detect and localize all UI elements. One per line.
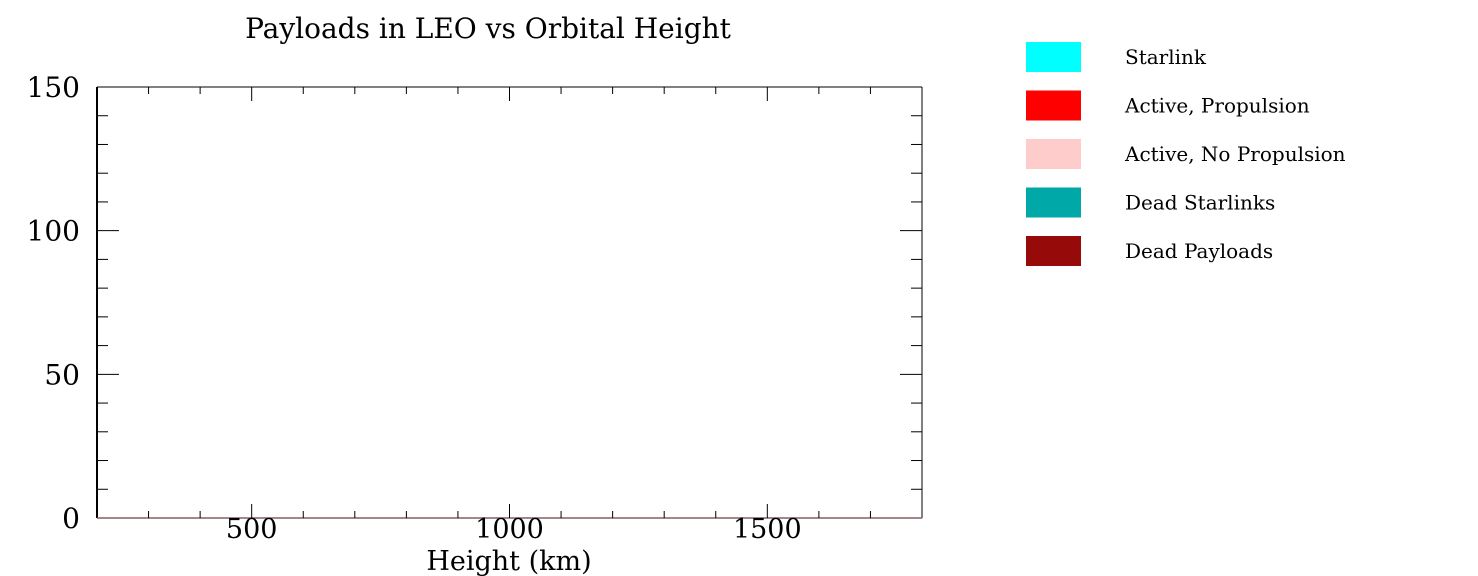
- legend-label: Dead Payloads: [1125, 239, 1273, 263]
- legend-swatch: [1026, 139, 1081, 169]
- legend-swatch: [1026, 42, 1081, 72]
- legend-swatch: [1026, 236, 1081, 266]
- legend-swatch: [1026, 187, 1081, 218]
- y-tick-label: 100: [27, 215, 80, 248]
- x-tick-label: 1500: [733, 514, 802, 545]
- axes: [96, 86, 923, 519]
- chart-title: Payloads in LEO vs Orbital Height: [245, 12, 732, 45]
- x-axis-label: Height (km): [426, 546, 591, 576]
- y-tick-label: 50: [44, 358, 80, 391]
- legend-swatch: [1026, 90, 1081, 121]
- y-tick-label: 0: [62, 502, 80, 535]
- x-tick-label: 500: [226, 514, 278, 545]
- legend: Starlink Active, Propulsion Active, No Pro…: [1026, 42, 1346, 266]
- legend-label: Active, Propulsion: [1124, 94, 1310, 118]
- x-axis-ticks: 500 1000 1500: [148, 87, 871, 545]
- y-axis-ticks: 0 50 100 150: [27, 71, 922, 535]
- y-tick-label: 150: [27, 71, 80, 104]
- legend-label: Active, No Propulsion: [1124, 142, 1346, 166]
- legend-label: Starlink: [1125, 45, 1207, 69]
- x-tick-label: 1000: [475, 514, 544, 545]
- legend-label: Dead Starlinks: [1125, 191, 1275, 215]
